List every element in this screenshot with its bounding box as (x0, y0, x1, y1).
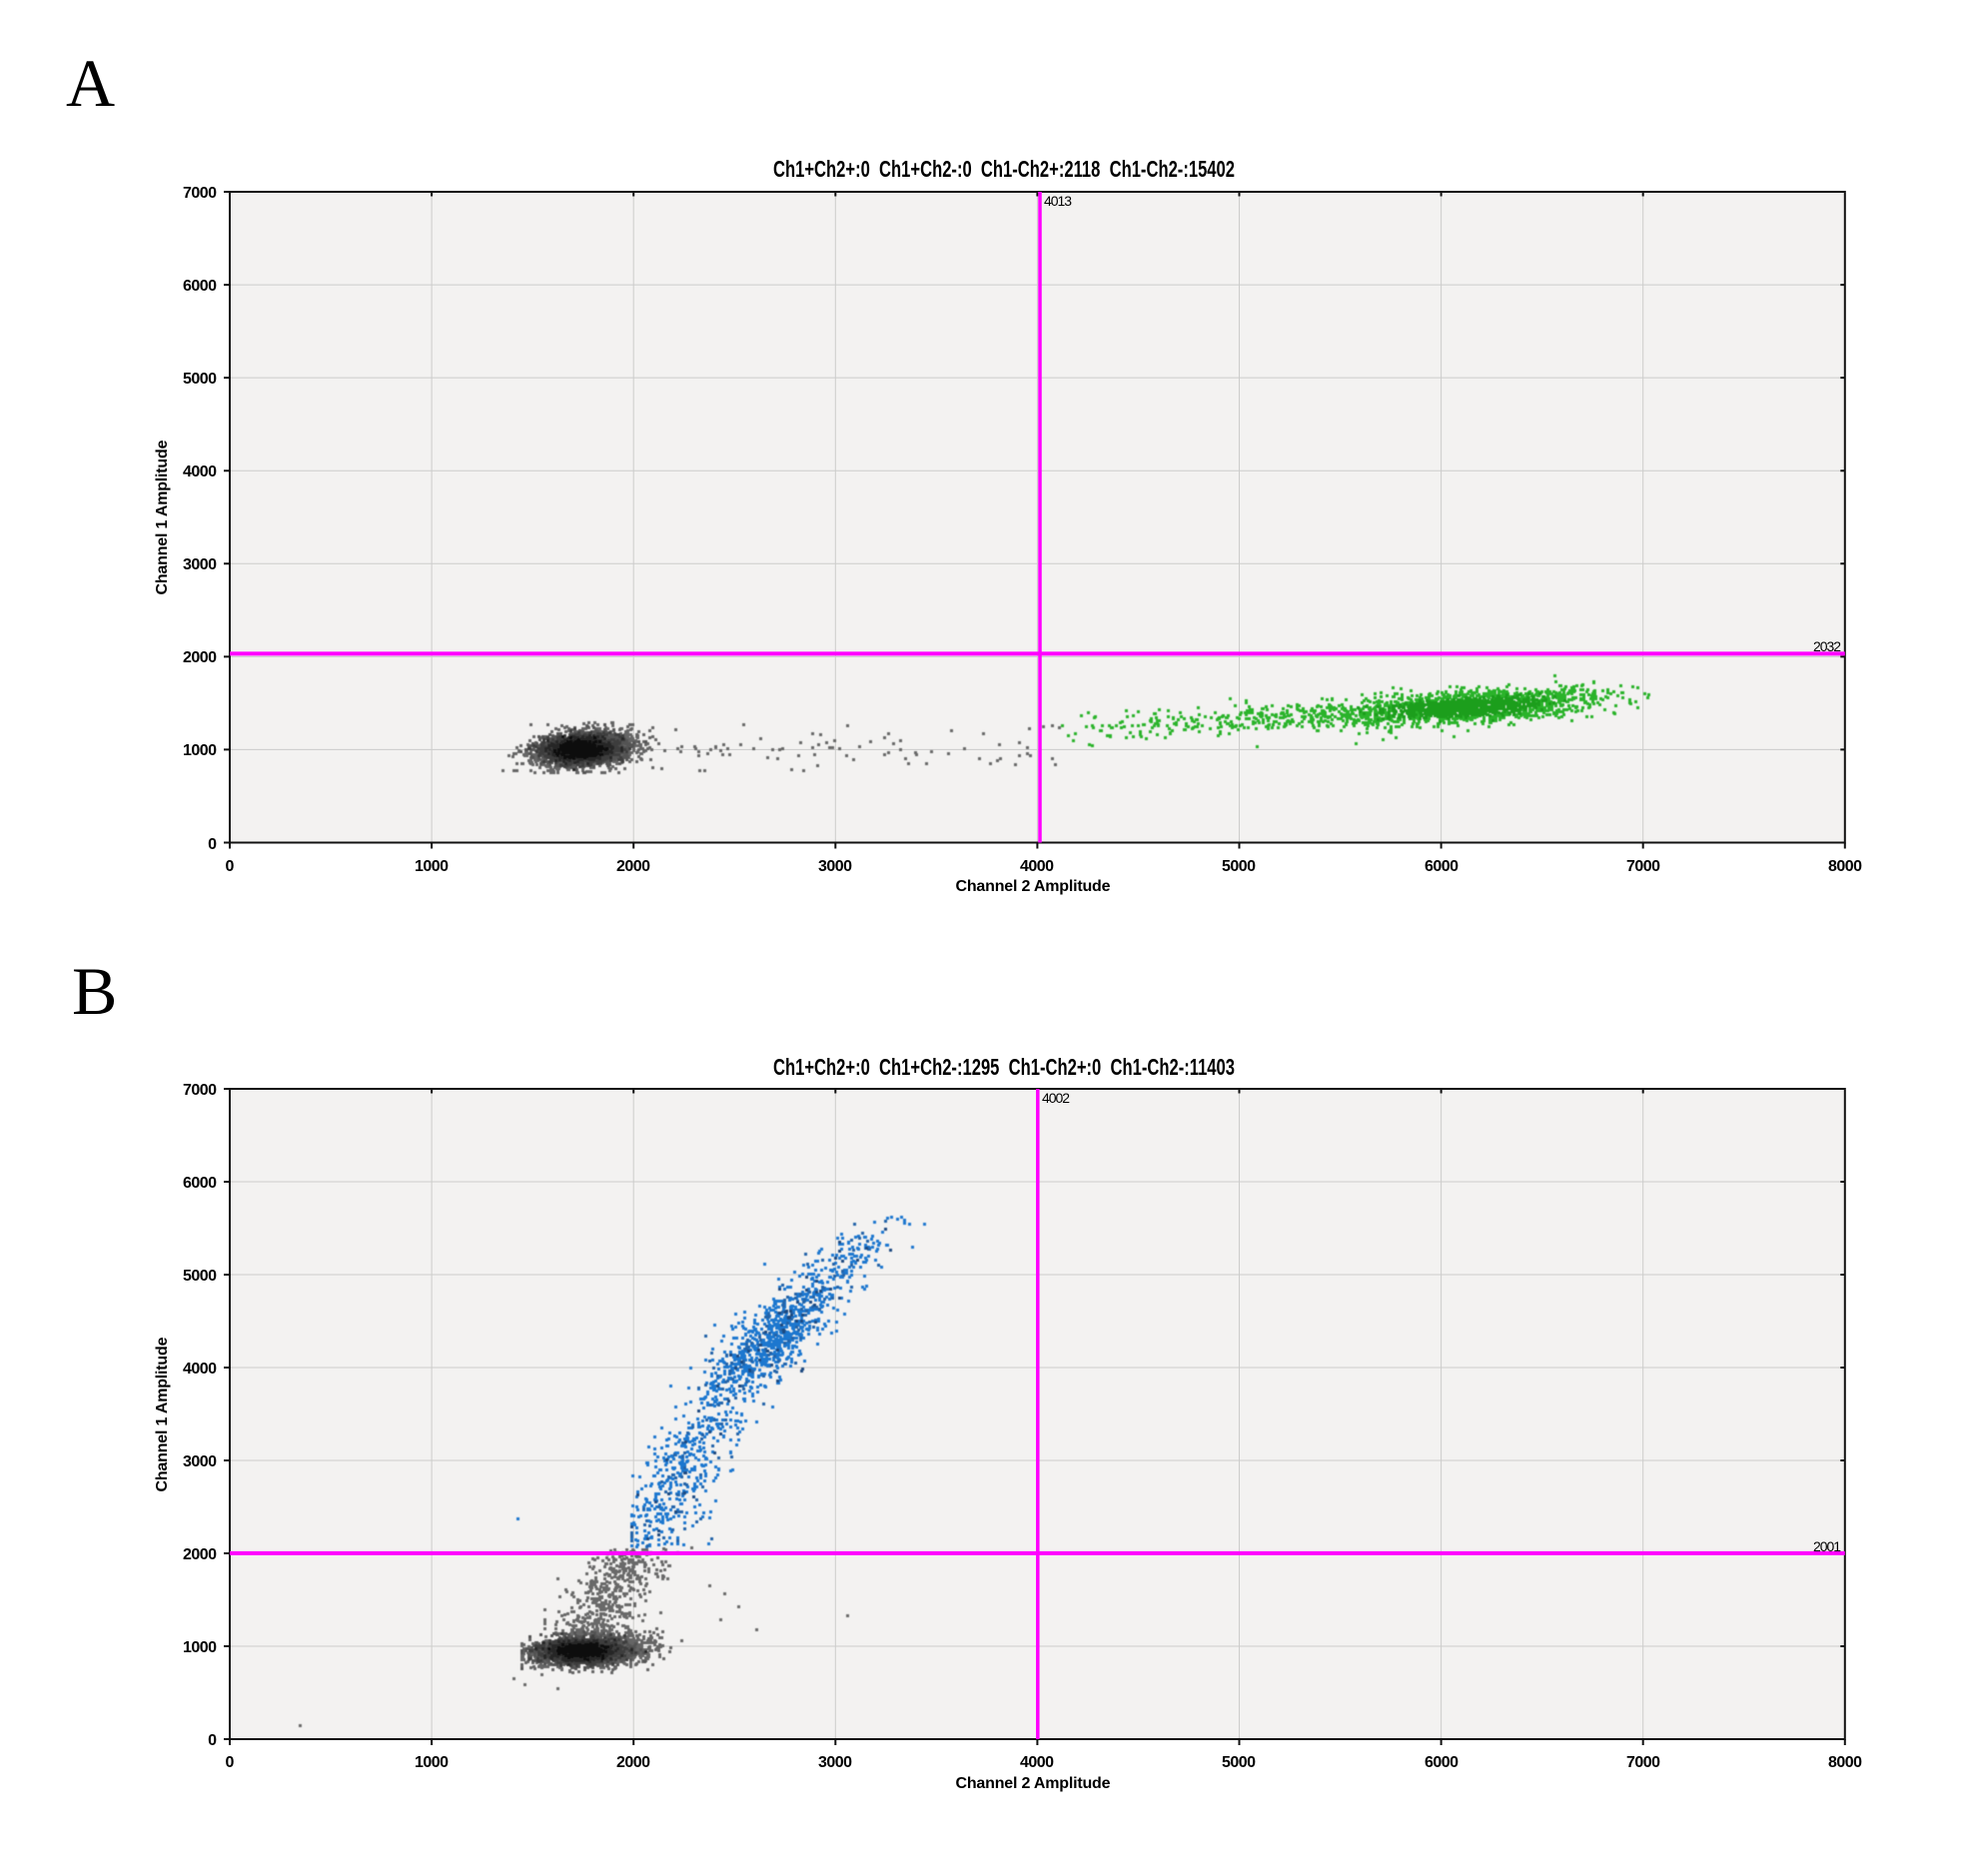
svg-text:Channel 1 Amplitude: Channel 1 Amplitude (154, 440, 171, 594)
svg-text:1000: 1000 (415, 858, 449, 875)
svg-text:4000: 4000 (183, 1361, 217, 1378)
svg-text:7000: 7000 (1626, 1754, 1660, 1771)
svg-text:2032: 2032 (1813, 638, 1841, 654)
svg-text:0: 0 (226, 1754, 235, 1771)
svg-text:2000: 2000 (616, 858, 650, 875)
svg-text:A: A (66, 45, 115, 121)
svg-text:6000: 6000 (1425, 1754, 1459, 1771)
svg-text:0: 0 (226, 858, 235, 875)
svg-text:5000: 5000 (1222, 1754, 1256, 1771)
svg-text:1000: 1000 (183, 1639, 217, 1656)
svg-text:4000: 4000 (183, 464, 217, 480)
svg-text:1000: 1000 (415, 1754, 449, 1771)
svg-text:4013: 4013 (1044, 193, 1072, 209)
svg-text:7000: 7000 (183, 185, 217, 202)
svg-text:5000: 5000 (1222, 858, 1256, 875)
svg-text:0: 0 (208, 836, 217, 853)
svg-text:6000: 6000 (183, 1175, 217, 1192)
svg-text:6000: 6000 (183, 278, 217, 295)
svg-text:3000: 3000 (183, 1453, 217, 1470)
svg-text:3000: 3000 (818, 1754, 852, 1771)
svg-text:Ch1+Ch2+:0 Ch1+Ch2-:1295 Ch1: Ch1+Ch2+:0 Ch1+Ch2-:1295 Ch1-Ch2+:0 Ch1-… (773, 1054, 1235, 1080)
svg-text:3000: 3000 (818, 858, 852, 875)
svg-text:Channel 2 Amplitude: Channel 2 Amplitude (956, 1775, 1111, 1792)
svg-text:B: B (72, 953, 117, 1029)
svg-text:5000: 5000 (183, 371, 217, 388)
svg-text:1000: 1000 (183, 742, 217, 759)
svg-text:2000: 2000 (183, 649, 217, 666)
svg-text:3000: 3000 (183, 556, 217, 573)
svg-text:0: 0 (208, 1732, 217, 1749)
svg-text:7000: 7000 (183, 1082, 217, 1099)
svg-text:5000: 5000 (183, 1268, 217, 1285)
svg-text:Ch1+Ch2+:0 Ch1+Ch2-:0 Ch1-Ch: Ch1+Ch2+:0 Ch1+Ch2-:0 Ch1-Ch2+:2118 Ch1-… (773, 156, 1235, 182)
svg-text:4000: 4000 (1020, 858, 1054, 875)
svg-text:8000: 8000 (1828, 858, 1862, 875)
svg-text:7000: 7000 (1626, 858, 1660, 875)
svg-text:Channel 1 Amplitude: Channel 1 Amplitude (154, 1337, 171, 1491)
svg-text:2000: 2000 (616, 1754, 650, 1771)
svg-text:Channel 2 Amplitude: Channel 2 Amplitude (956, 878, 1111, 895)
svg-text:4002: 4002 (1042, 1090, 1070, 1106)
svg-text:8000: 8000 (1828, 1754, 1862, 1771)
svg-text:4000: 4000 (1020, 1754, 1054, 1771)
svg-text:6000: 6000 (1425, 858, 1459, 875)
svg-text:2000: 2000 (183, 1546, 217, 1563)
svg-text:2001: 2001 (1813, 1538, 1841, 1554)
